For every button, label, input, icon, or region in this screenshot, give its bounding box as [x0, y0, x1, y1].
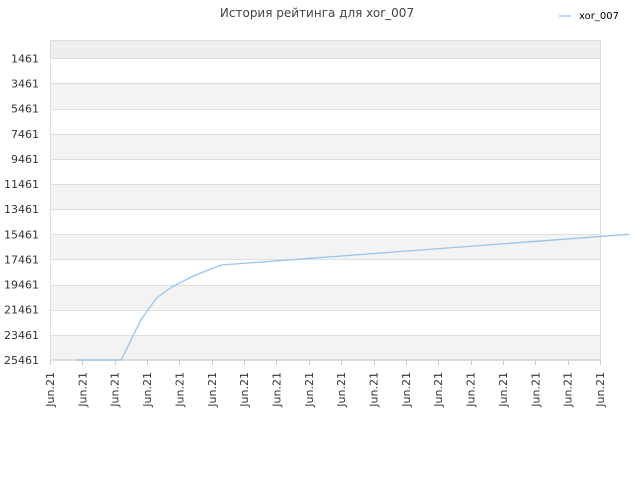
y-axis: 1461 3461 5461 7461 9461 11461 13461 15461 17461… — [4, 52, 39, 367]
series-group — [75, 233, 630, 361]
plot-band — [50, 133, 600, 159]
y-tick-label: 11461 — [4, 178, 39, 191]
x-tick-label: Jun.21 — [497, 372, 510, 408]
y-tick-label: 9461 — [11, 153, 39, 166]
x-tick-label: Jun.21 — [432, 372, 445, 408]
plot-band — [50, 184, 600, 210]
x-tick-label: Jun.21 — [465, 372, 478, 408]
plot-band — [50, 40, 600, 59]
y-tick-label: 7461 — [11, 128, 39, 141]
x-tick-label: Jun.21 — [76, 372, 89, 408]
y-tick-label: 21461 — [4, 304, 39, 317]
y-tick-label: 13461 — [4, 203, 39, 216]
y-tick-label: 17461 — [4, 253, 39, 266]
legend-label: xor_007 — [579, 11, 619, 22]
x-tick-label: Jun.21 — [109, 372, 122, 408]
x-tick-label: Jun.21 — [303, 372, 316, 408]
x-tick-label: Jun.21 — [529, 372, 542, 408]
x-tick-label: Jun.21 — [400, 372, 413, 408]
x-tick-label: Jun.21 — [206, 372, 219, 408]
x-tick-label: Jun.21 — [368, 372, 381, 408]
chart-title: История рейтинга для xor_007 — [220, 6, 414, 20]
plot-band — [50, 284, 600, 310]
x-tick-label: Jun.21 — [594, 372, 607, 408]
x-tick-label: Jun.21 — [173, 372, 186, 408]
x-axis: Jun.21 Jun.21 Jun.21 Jun.21 Jun.21 Jun.21 Jun.… — [44, 360, 607, 408]
y-tick-label: 3461 — [11, 77, 39, 90]
y-tick-label: 15461 — [4, 228, 39, 241]
x-tick-label: Jun.21 — [270, 372, 283, 408]
plot-band — [50, 234, 600, 260]
y-tick-label: 19461 — [4, 279, 39, 292]
x-tick-label: Jun.21 — [141, 372, 154, 408]
y-tick-label: 1461 — [11, 52, 39, 65]
y-tick-label: 5461 — [11, 103, 39, 116]
x-tick-label: Jun.21 — [562, 372, 575, 408]
y-tick-label: 23461 — [4, 329, 39, 342]
x-tick-label: Jun.21 — [335, 372, 348, 408]
x-tick-label: Jun.21 — [44, 372, 57, 408]
plot-band — [50, 83, 600, 109]
plot-band — [50, 334, 600, 360]
plot-area — [50, 40, 601, 360]
grid-lines — [50, 58, 600, 361]
plot-bands — [50, 40, 600, 360]
legend: xor_007 — [559, 11, 619, 22]
x-tick-label: Jun.21 — [238, 372, 251, 408]
series-line-xor_007 — [75, 233, 630, 361]
y-tick-label: 25461 — [4, 354, 39, 367]
